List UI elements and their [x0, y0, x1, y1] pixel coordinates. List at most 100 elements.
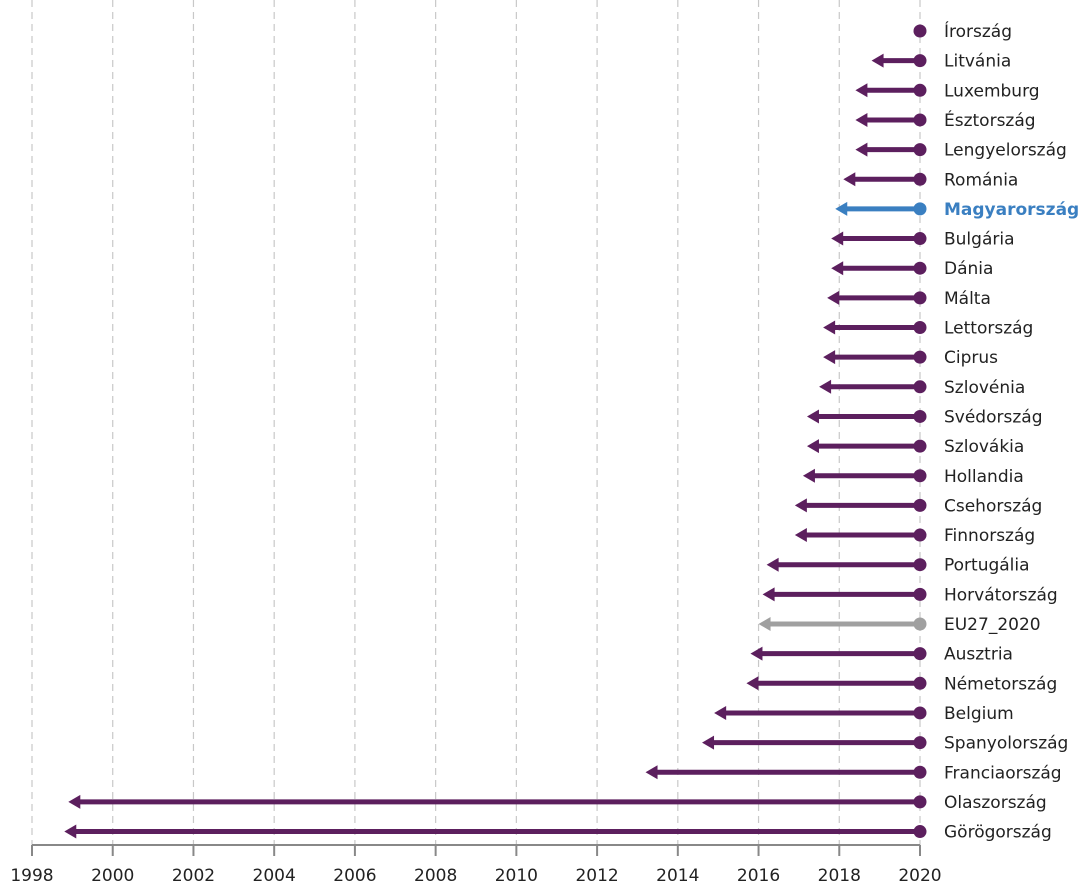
row-ausztria: Ausztria — [750, 645, 1013, 665]
country-label: Ausztria — [944, 645, 1013, 665]
x-tick-label-2004: 2004 — [253, 866, 296, 886]
row-szlov-nia: Szlovénia — [819, 378, 1025, 398]
series-rows: Írország Litvánia Luxemburg Észtország Lengy… — [64, 20, 1079, 843]
end-point — [913, 765, 927, 779]
country-label: EU27_2020 — [944, 615, 1041, 635]
country-label: Málta — [944, 289, 991, 309]
country-label: Dánia — [944, 259, 993, 279]
x-tick-label-2002: 2002 — [172, 866, 215, 886]
end-point — [913, 172, 927, 186]
end-point — [913, 291, 927, 305]
row-d-nia: Dánia — [831, 259, 993, 279]
end-point — [913, 54, 927, 68]
x-tick-label-1998: 1998 — [10, 866, 53, 886]
gridlines — [31, 0, 921, 845]
row-rom-nia: Románia — [843, 170, 1018, 190]
row-portug-lia: Portugália — [766, 556, 1030, 576]
country-label: Finnország — [944, 526, 1035, 546]
arrow-head — [714, 705, 727, 720]
arrow-head — [855, 142, 868, 157]
arrow-head — [750, 646, 763, 661]
end-point — [913, 439, 927, 453]
row-lettorsz-g: Lettország — [823, 319, 1033, 339]
country-label: Németország — [944, 674, 1057, 694]
arrow-head — [831, 231, 844, 246]
x-tick-label-2010: 2010 — [495, 866, 538, 886]
end-point — [913, 321, 927, 334]
country-label: Lengyelország — [944, 141, 1067, 161]
arrow-head — [794, 528, 807, 543]
row-g-r-gorsz-g: Görögország — [64, 823, 1052, 843]
arrow-head — [758, 617, 771, 631]
row--rorsz-g: Írország — [913, 20, 1012, 42]
country-label: Görögország — [944, 823, 1052, 843]
end-point — [913, 350, 927, 364]
row-hollandia: Hollandia — [802, 467, 1024, 487]
row-luxemburg: Luxemburg — [855, 81, 1040, 101]
country-label: Olaszország — [944, 793, 1047, 813]
x-tick-label-2000: 2000 — [91, 866, 134, 886]
end-point — [913, 736, 927, 750]
end-point — [913, 232, 927, 246]
arrow-head — [843, 172, 856, 187]
row-bulg-ria: Bulgária — [831, 230, 1015, 250]
row-belgium: Belgium — [714, 704, 1014, 724]
country-label: Észtország — [944, 109, 1036, 131]
row-csehorsz-g: Csehország — [794, 496, 1042, 516]
country-label: Hollandia — [944, 467, 1024, 487]
country-label: Franciaország — [944, 763, 1062, 783]
row-eu27-2020: EU27_2020 — [758, 615, 1041, 635]
arrow-head — [802, 468, 815, 483]
x-tick-label-2018: 2018 — [818, 866, 861, 886]
arrow-head — [806, 439, 819, 454]
x-tick-label-2014: 2014 — [656, 866, 699, 886]
end-point — [913, 795, 927, 809]
arrow-head — [835, 201, 848, 216]
arrow-head — [806, 409, 819, 424]
country-label: Belgium — [944, 704, 1014, 724]
end-point — [913, 647, 927, 661]
end-point — [913, 617, 927, 631]
country-label: Portugália — [944, 556, 1030, 576]
row-szlov-kia: Szlovákia — [806, 437, 1024, 457]
arrow-head — [794, 498, 807, 513]
country-label: Luxemburg — [944, 81, 1040, 101]
row-finnorsz-g: Finnország — [794, 526, 1035, 546]
end-point — [913, 409, 927, 423]
row-franciaorsz-g: Franciaország — [645, 763, 1062, 783]
arrow-head — [746, 676, 759, 691]
end-point — [913, 261, 927, 275]
end-point — [913, 113, 927, 127]
end-point — [913, 380, 927, 394]
arrow-head — [827, 290, 840, 305]
x-tick-label-2006: 2006 — [333, 866, 376, 886]
arrow-head — [819, 379, 832, 394]
country-label: Románia — [944, 170, 1018, 190]
country-label: Ciprus — [944, 348, 998, 368]
end-point — [913, 202, 927, 216]
row-ciprus: Ciprus — [823, 348, 998, 368]
row-lengyelorsz-g: Lengyelország — [855, 141, 1067, 161]
country-label: Lettország — [944, 319, 1033, 339]
country-label: Magyarország — [944, 200, 1079, 220]
arrow-head — [64, 824, 77, 839]
arrow-head — [831, 261, 844, 276]
row-sv-dorsz-g: Svédország — [806, 407, 1042, 427]
arrow-head — [871, 53, 884, 68]
end-point — [913, 24, 927, 38]
country-label: Horvátország — [944, 585, 1058, 605]
arrow-head — [68, 794, 81, 809]
row-magyarorsz-g: Magyarország — [835, 200, 1079, 220]
country-label: Szlovénia — [944, 378, 1025, 398]
country-label: Szlovákia — [944, 437, 1024, 457]
row-olaszorsz-g: Olaszország — [68, 793, 1047, 813]
x-tick-label-2008: 2008 — [414, 866, 457, 886]
row--sztorsz-g: Észtország — [855, 109, 1036, 131]
end-point — [913, 706, 927, 720]
x-tick-label-2020: 2020 — [898, 866, 941, 886]
x-tick-label-2012: 2012 — [575, 866, 618, 886]
end-point — [913, 676, 927, 690]
country-label: Svédország — [944, 407, 1042, 427]
row-horv-torsz-g: Horvátország — [762, 585, 1058, 605]
